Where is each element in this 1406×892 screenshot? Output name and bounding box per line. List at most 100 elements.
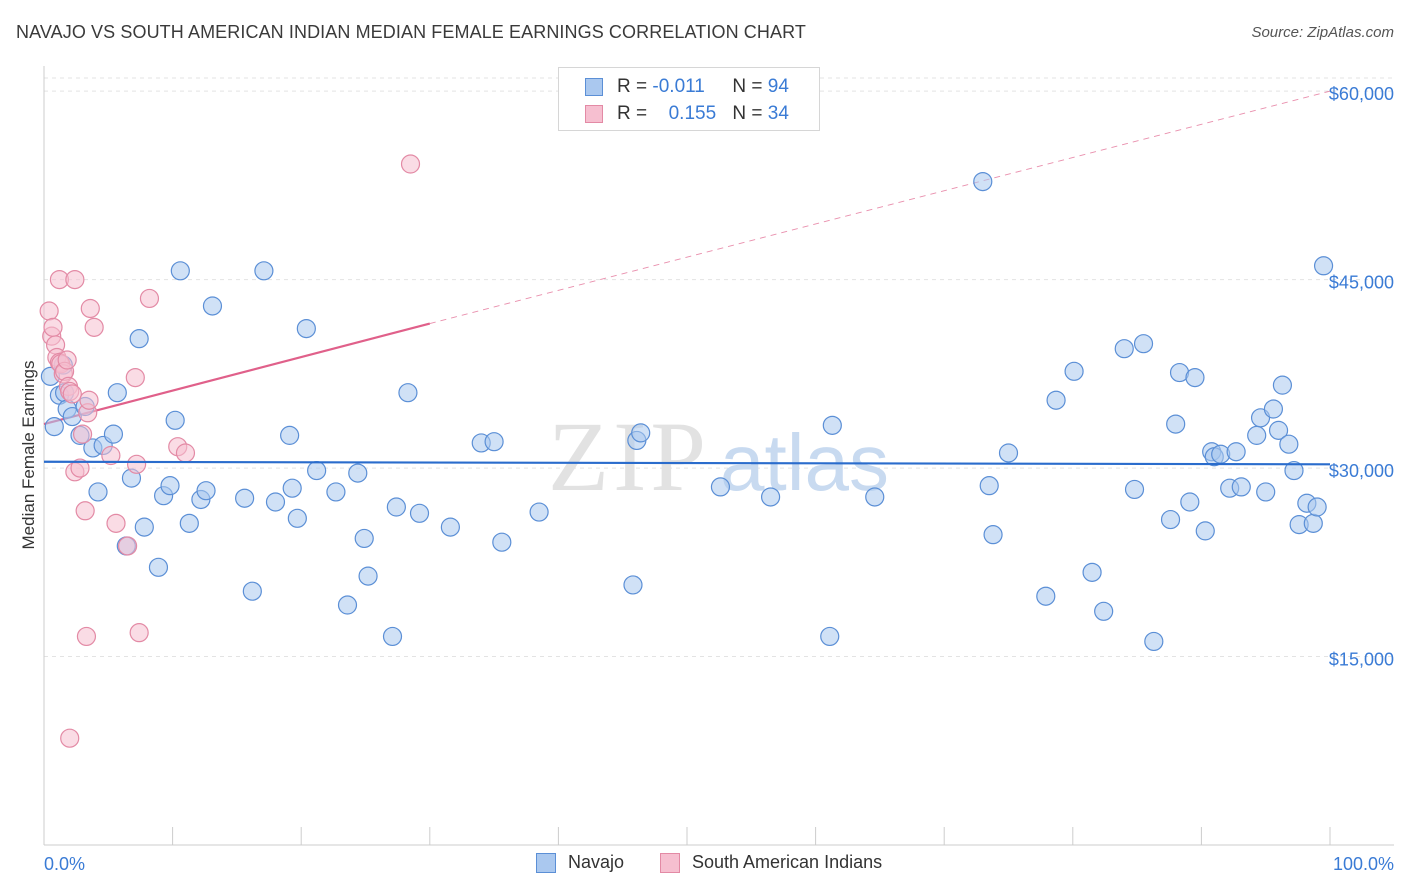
- navajo-point: [386, 497, 406, 517]
- navajo-point: [973, 171, 993, 192]
- sai-n-label: N =: [732, 103, 763, 124]
- navajo-point: [1247, 425, 1267, 445]
- navajo-point: [1303, 513, 1323, 533]
- navajo-point: [623, 575, 643, 595]
- legend-row-navajo: R = -0.011 N = 94: [585, 75, 789, 99]
- sai-point: [125, 368, 145, 388]
- navajo-point: [998, 443, 1019, 463]
- navajo-point: [1226, 442, 1246, 462]
- bottom-navajo-label: Navajo: [568, 852, 625, 872]
- navajo-point: [1263, 399, 1284, 419]
- navajo-point: [631, 423, 651, 443]
- bottom-navajo-swatch: [536, 852, 556, 873]
- sai-trend-extension: [429, 90, 1331, 325]
- navajo-point: [1307, 497, 1327, 517]
- navajo-trend-line: [43, 460, 1331, 466]
- navajo-point: [179, 513, 199, 533]
- sai-r-value: 0.155: [668, 103, 717, 124]
- sai-point: [79, 390, 99, 410]
- navajo-point: [1046, 390, 1066, 410]
- bottom-legend-navajo: Navajo: [536, 852, 624, 873]
- sai-point: [43, 317, 63, 337]
- navajo-point: [202, 296, 223, 316]
- navajo-point: [1114, 339, 1134, 359]
- navajo-point: [160, 476, 180, 496]
- navajo-point: [1166, 414, 1186, 434]
- sai-point: [57, 350, 77, 370]
- navajo-trend-segment: [43, 460, 1331, 466]
- sai-point: [84, 317, 104, 337]
- navajo-point: [529, 502, 549, 522]
- sai-point: [39, 301, 59, 321]
- navajo-point: [1231, 477, 1251, 497]
- sai-point: [76, 626, 97, 647]
- navajo-point: [103, 424, 124, 444]
- navajo-n-value: 94: [767, 76, 789, 97]
- navajo-point: [326, 482, 346, 502]
- navajo-point: [296, 318, 316, 339]
- navajo-point: [1160, 509, 1181, 530]
- navajo-point: [822, 415, 842, 435]
- navajo-point: [979, 476, 999, 496]
- sai-r-label: R =: [617, 103, 648, 124]
- sai-point: [101, 445, 121, 466]
- navajo-point: [382, 626, 403, 647]
- navajo-point: [1195, 521, 1215, 541]
- navajo-point: [1094, 601, 1114, 621]
- navajo-point: [1180, 492, 1200, 512]
- legend-row-sai: R = 0.155 N = 34: [585, 102, 789, 126]
- sai-point: [106, 513, 126, 533]
- navajo-point: [134, 517, 154, 537]
- navajo-point: [1279, 434, 1299, 454]
- sai-point: [129, 623, 149, 643]
- navajo-point: [354, 528, 374, 549]
- navajo-point: [1124, 479, 1145, 500]
- navajo-point: [307, 460, 327, 481]
- navajo-point: [983, 525, 1003, 545]
- sai-point: [126, 454, 147, 474]
- navajo-point: [760, 487, 781, 507]
- navajo-point: [1082, 562, 1102, 582]
- sai-swatch: [585, 105, 603, 123]
- sai-point: [62, 384, 82, 404]
- legend: R = -0.011 N = 94 R = 0.155 N = 34: [558, 67, 820, 131]
- navajo-point: [1185, 368, 1205, 388]
- navajo-point: [1284, 460, 1304, 481]
- bottom-sai-label: South American Indians: [692, 852, 883, 872]
- navajo-point: [44, 417, 64, 437]
- navajo-point: [148, 557, 169, 577]
- x-tick-label-max: 100.0%: [1333, 854, 1394, 874]
- navajo-point: [196, 481, 216, 501]
- navajo-point: [1313, 256, 1334, 276]
- navajo-point: [1256, 482, 1276, 502]
- navajo-point: [282, 478, 302, 498]
- navajo-point: [1064, 361, 1084, 381]
- navajo-point: [484, 432, 504, 452]
- y-tick-label: $30,000: [1329, 461, 1394, 481]
- sai-trend-line: [43, 90, 1331, 426]
- sai-point: [60, 728, 80, 748]
- navajo-swatch: [585, 78, 603, 96]
- navajo-point: [409, 503, 430, 523]
- navajo-point: [337, 595, 358, 615]
- source-label: Source: ZipAtlas.com: [1251, 24, 1394, 41]
- navajo-point: [287, 508, 307, 528]
- sai-trend-segment: [43, 322, 431, 426]
- navajo-point: [1272, 375, 1293, 395]
- navajo-point: [865, 487, 885, 507]
- navajo-points: [40, 171, 1334, 652]
- sai-point: [400, 154, 421, 174]
- chart-title: NAVAJO VS SOUTH AMERICAN INDIAN MEDIAN F…: [16, 22, 806, 42]
- navajo-point: [235, 488, 255, 508]
- navajo-point: [1036, 586, 1056, 606]
- bottom-legend: Navajo South American Indians: [0, 852, 1406, 876]
- y-tick-label: $45,000: [1329, 273, 1394, 293]
- y-tick-label: $60,000: [1329, 84, 1394, 104]
- sai-point: [65, 269, 85, 290]
- y-tick-label: $15,000: [1329, 650, 1394, 670]
- navajo-point: [165, 410, 185, 430]
- sai-point: [80, 298, 100, 319]
- navajo-point: [492, 532, 512, 552]
- sai-point: [117, 536, 138, 556]
